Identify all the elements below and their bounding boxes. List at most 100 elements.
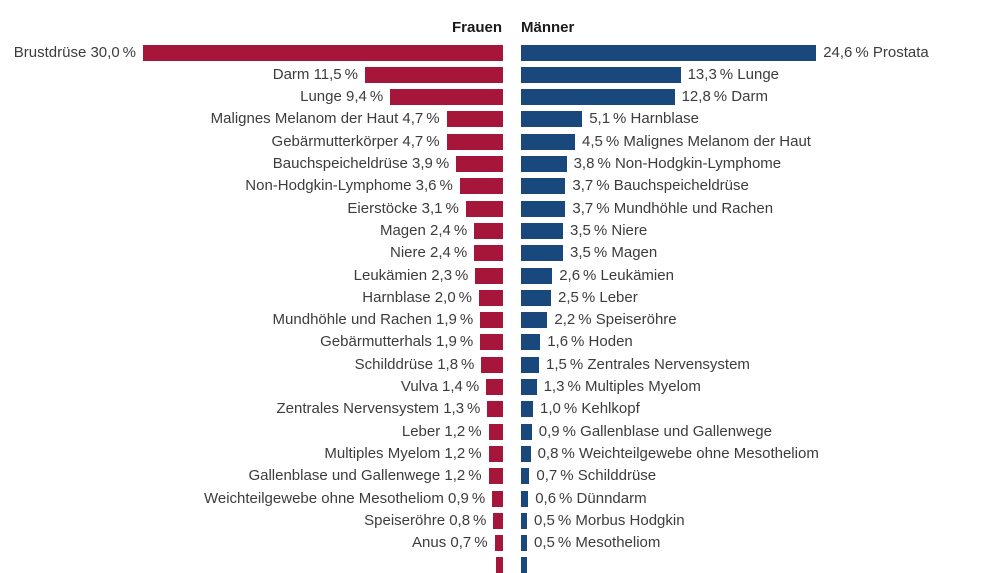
frauen-bar [488, 423, 503, 440]
maenner-column-header: Männer [521, 19, 575, 36]
maenner-bar-label: 4,5 % Malignes Melanom der Haut [582, 132, 811, 150]
frauen-bar-label: Speiseröhre 0,8 % [364, 511, 487, 529]
maenner-bar-label: 0,8 % Weichteilgewebe ohne Mesotheliom [537, 444, 819, 462]
frauen-bar-label: Zentrales Nervensystem 1,3 % [276, 400, 481, 418]
maenner-bar [521, 490, 529, 507]
maenner-bar [521, 334, 541, 351]
chart-row: Speiseröhre 0,8 % 0,5 % Morbus Hodgkin [0, 511, 1000, 529]
chart-row: Gebärmutterhals 1,9 % 1,6 % Hoden [0, 333, 1000, 351]
maenner-bar [521, 401, 533, 418]
maenner-bar [521, 222, 563, 239]
frauen-bar [481, 356, 503, 373]
maenner-bar [521, 289, 551, 306]
frauen-bar-label: Malignes Melanom der Haut 4,7 % [210, 110, 440, 128]
chart-row: Vulva 1,4 % 1,3 % Multiples Myelom [0, 379, 1000, 395]
chart-row: Schilddrüse 1,8 % 1,5 % Zentrales Nerven… [0, 355, 1000, 373]
chart-row: Darm 11,5 % 13,3 % Lunge [0, 65, 1000, 83]
maenner-bar-label: 5,1 % Harnblase [589, 110, 699, 128]
maenner-bar [521, 178, 566, 195]
maenner-bar-label: 12,8 % Darm [681, 88, 768, 106]
maenner-bar-label: 3,5 % Magen [570, 244, 658, 262]
frauen-bar-label: Mundhöhle und Rachen 1,9 % [272, 311, 474, 329]
maenner-bar-label: 2,5 % Leber [558, 288, 638, 306]
maenner-bar [521, 133, 575, 150]
frauen-bar-label: Schilddrüse 1,8 % [354, 355, 475, 373]
frauen-bar [143, 44, 503, 61]
frauen-bar [479, 289, 503, 306]
frauen-bar [474, 245, 503, 262]
frauen-bar [390, 89, 503, 106]
frauen-bar-label: Vulva 1,4 % [400, 378, 480, 395]
maenner-bar [521, 557, 527, 573]
frauen-bar [459, 178, 503, 195]
frauen-bar-label: Darm 11,5 % [272, 65, 358, 83]
frauen-bar-label: Eierstöcke 3,1 % [347, 199, 459, 217]
chart-row: Harnblase 2,0 % 2,5 % Leber [0, 288, 1000, 306]
frauen-bar-label: Gallenblase und Gallenwege 1,2 % [248, 467, 482, 485]
frauen-bar-label: Gebärmutterhals 1,9 % [320, 333, 474, 351]
chart-row: Magen 2,4 % 3,5 % Niere [0, 221, 1000, 239]
chart-row: Non-Hodgkin-Lymphome 3,6 % 3,7 % Bauchsp… [0, 177, 1000, 195]
maenner-bar [521, 445, 531, 462]
frauen-bar-label: Gebärmutterkörper 4,7 % [271, 132, 440, 150]
maenner-bar-label: 1,5 % Zentrales Nervensystem [546, 355, 750, 373]
frauen-bar [446, 111, 503, 128]
maenner-bar [521, 200, 566, 217]
frauen-bar-label: Magen 2,4 % [379, 221, 468, 239]
frauen-bar [495, 557, 503, 573]
maenner-bar [521, 245, 563, 262]
frauen-bar [474, 222, 503, 239]
frauen-bar [480, 312, 503, 329]
frauen-bar-label: Non-Hodgkin-Lymphome 3,6 % [245, 177, 453, 195]
frauen-bar [365, 66, 503, 83]
frauen-bar [486, 379, 503, 395]
maenner-bar [521, 111, 583, 128]
frauen-bar-label: Leukämien 2,3 % [353, 266, 469, 284]
frauen-bar-label: Niere 2,4 % [389, 244, 468, 262]
maenner-bar [521, 44, 817, 61]
chart-row: Niere 2,4 % 3,5 % Magen [0, 244, 1000, 262]
maenner-bar [521, 535, 527, 552]
maenner-bar-label: 3,5 % Niere [570, 221, 648, 239]
frauen-bar-label: Bauchspeicheldrüse 3,9 % [272, 155, 450, 172]
chart-row: Anus 0,7 % 0,5 % Mesotheliom [0, 534, 1000, 552]
chart-row: Mundhöhle und Rachen 1,9 % 2,2 % Speiser… [0, 311, 1000, 329]
maenner-bar-label: 13,3 % Lunge [687, 65, 780, 83]
maenner-bar [521, 356, 539, 373]
frauen-bar [494, 535, 503, 552]
frauen-bar [488, 445, 503, 462]
maenner-bar [521, 312, 548, 329]
frauen-bar-label: Brustdrüse 30,0 % [13, 43, 136, 61]
frauen-bar [480, 334, 503, 351]
maenner-bar [521, 156, 567, 172]
maenner-bar-label: 3,7 % Bauchspeicheldrüse [572, 177, 749, 195]
maenner-bar-label: 0,5 % Morbus Hodgkin [534, 511, 685, 529]
maenner-bar [521, 66, 681, 83]
frauen-bar [475, 267, 503, 284]
maenner-bar-label: 2,2 % Speiseröhre [554, 311, 677, 329]
maenner-bar [521, 267, 553, 284]
maenner-bar [521, 512, 527, 529]
frauen-bar-label: Leber 1,2 % [401, 422, 482, 440]
frauen-bar [488, 468, 503, 485]
chart-row: Lunge 9,4 % 12,8 % Darm [0, 88, 1000, 106]
frauen-bar-label: Weichteilgewebe ohne Mesotheliom 0,9 % [203, 489, 486, 507]
maenner-bar-label: 0,9 % Gallenblase und Gallenwege [538, 422, 772, 440]
frauen-bar [492, 490, 503, 507]
chart-row: Weichteilgewebe ohne Mesotheliom 0,9 % 0… [0, 489, 1000, 507]
chart-row: Eierstöcke 3,1 % 3,7 % Mundhöhle und Rac… [0, 199, 1000, 217]
maenner-bar-label: 3,8 % Non-Hodgkin-Lymphome [573, 155, 782, 172]
chart-row: Multiples Myelom 1,2 % 0,8 % Weichteilge… [0, 444, 1000, 462]
chart-row: Leber 1,2 % 0,9 % Gallenblase und Gallen… [0, 422, 1000, 440]
frauen-bar [446, 133, 503, 150]
maenner-bar [521, 423, 532, 440]
frauen-bar-label: Multiples Myelom 1,2 % [324, 444, 482, 462]
chart-row: Gebärmutterkörper 4,7 % 4,5 % Malignes M… [0, 132, 1000, 150]
chart-row: Bauchspeicheldrüse 3,9 % 3,8 % Non-Hodgk… [0, 156, 1000, 172]
chart-row: Leukämien 2,3 % 2,6 % Leukämien [0, 266, 1000, 284]
chart-row: Malignes Melanom der Haut 4,7 % 5,1 % Ha… [0, 110, 1000, 128]
frauen-bar [487, 401, 503, 418]
frauen-bar-label: Anus 0,7 % [412, 534, 488, 552]
chart-row: Gallenblase und Gallenwege 1,2 % 0,7 % S… [0, 467, 1000, 485]
